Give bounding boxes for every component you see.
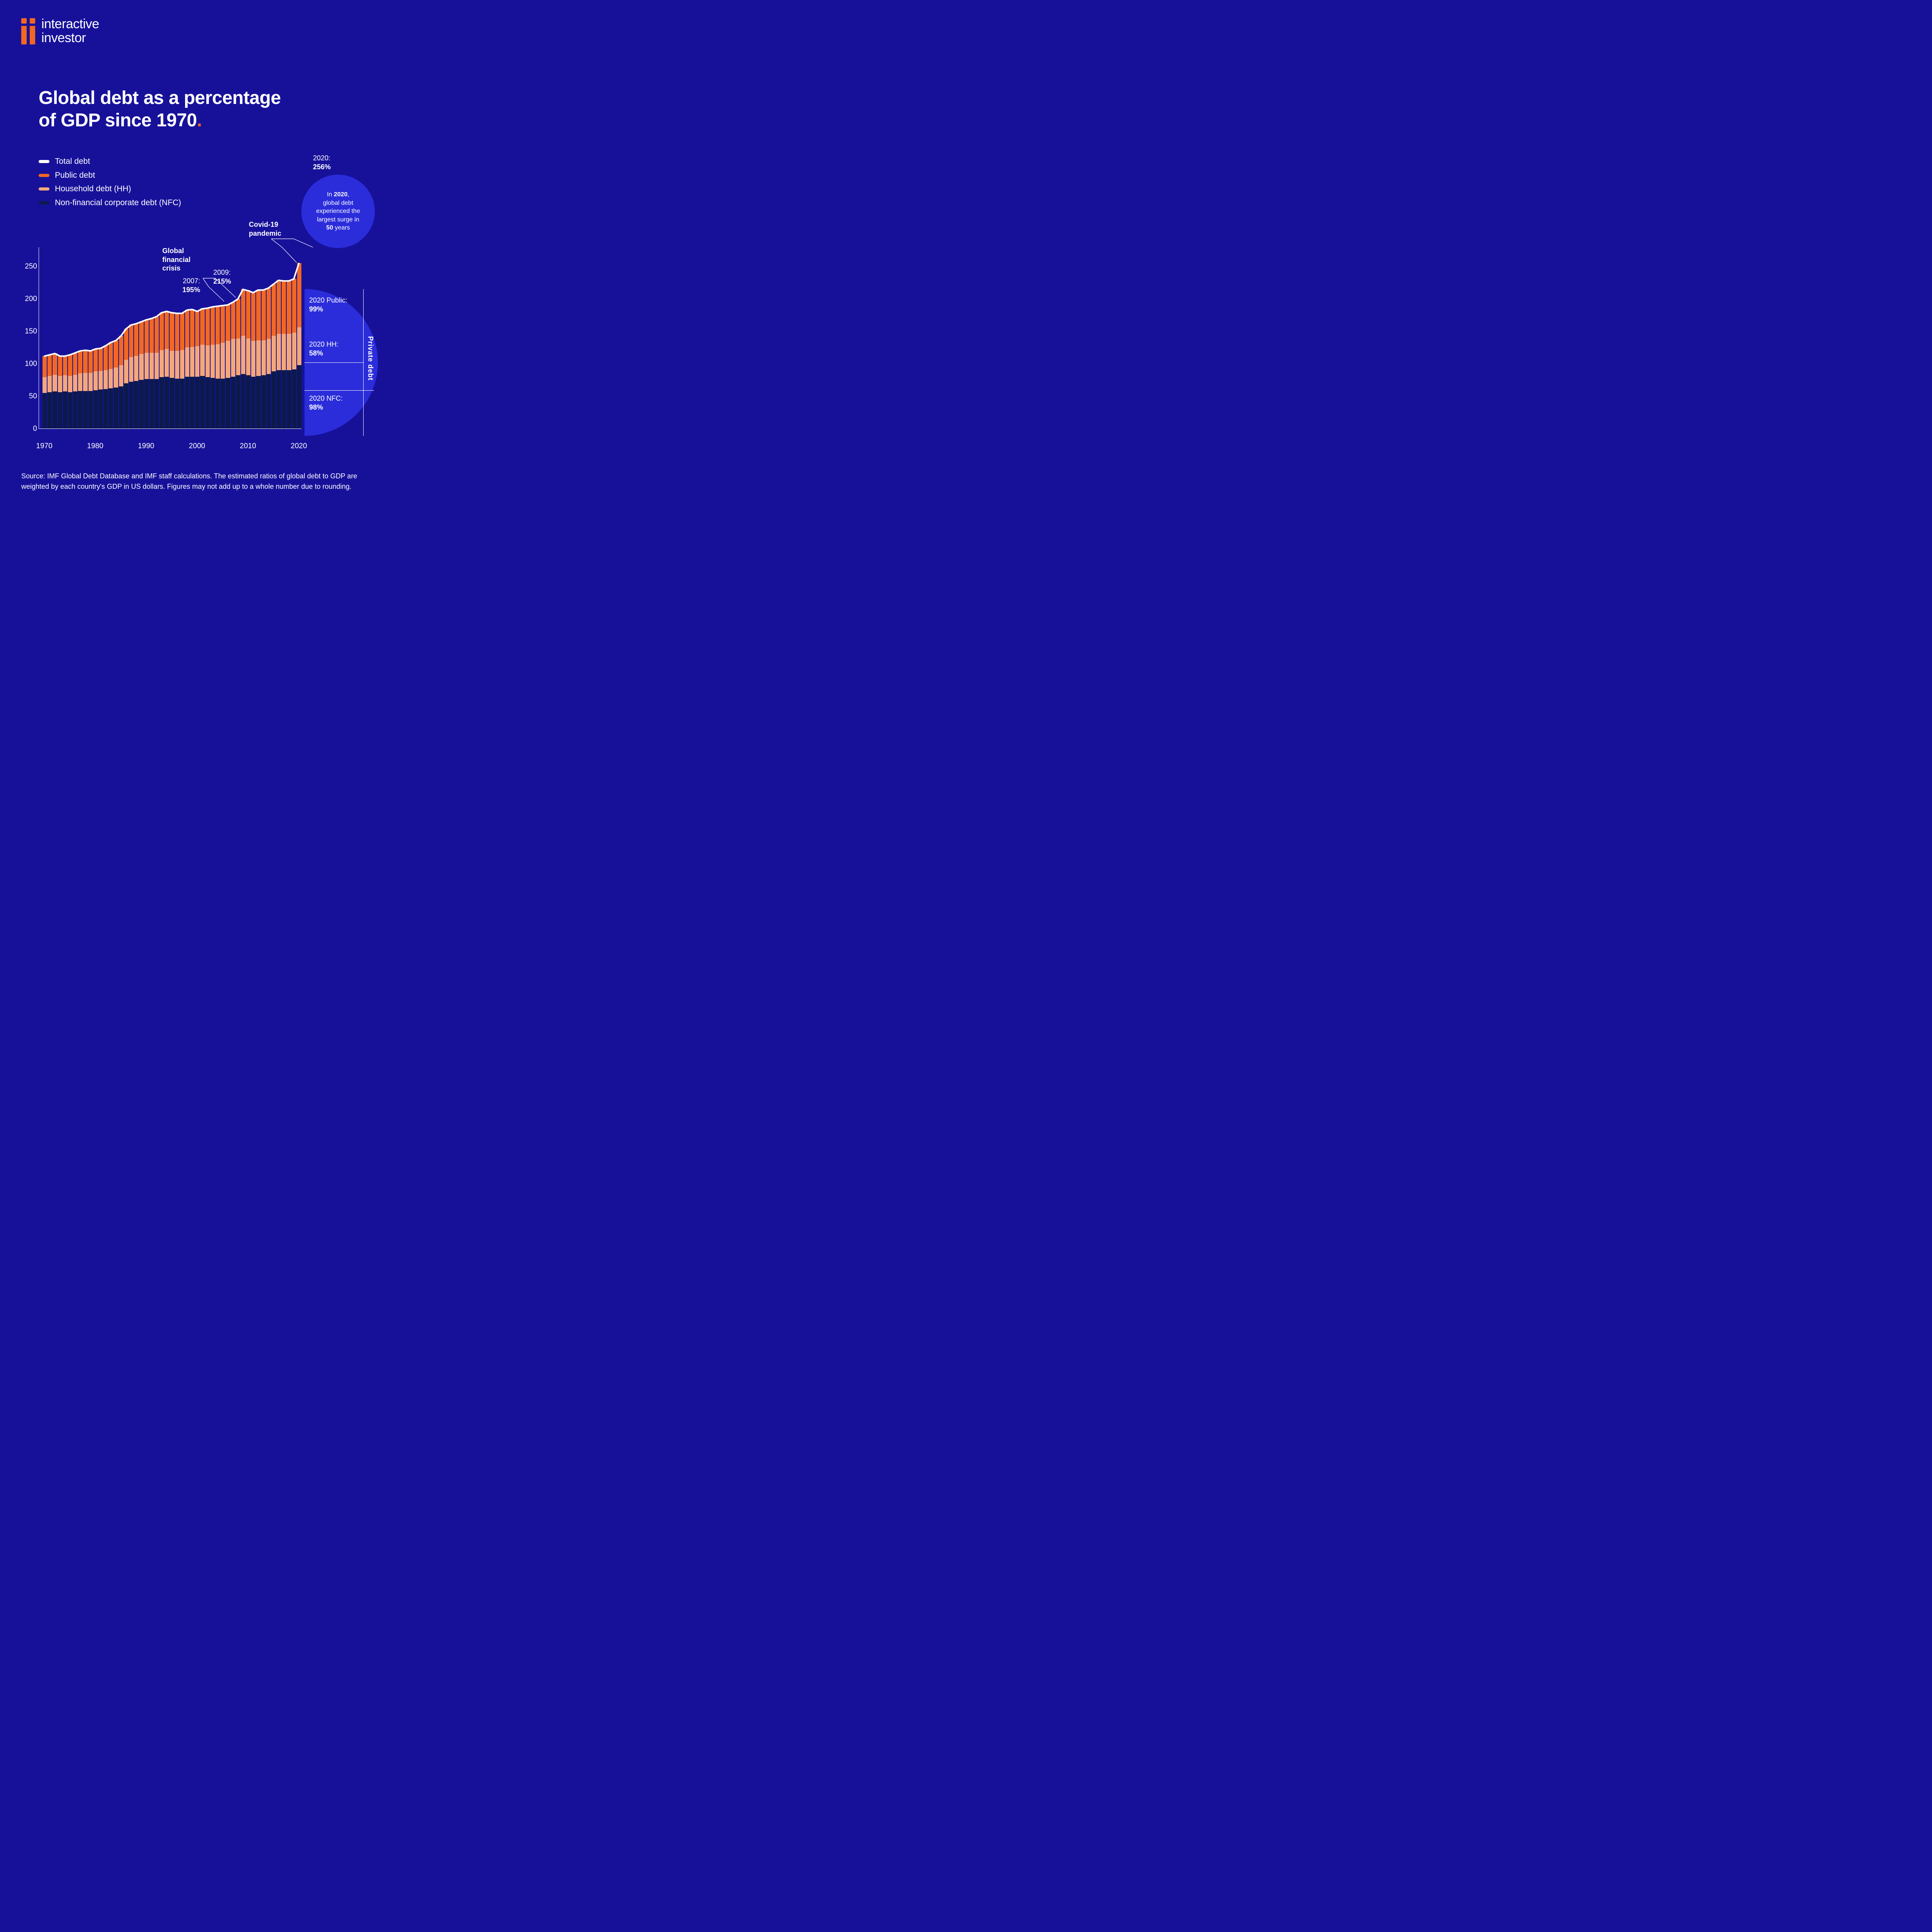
side-label-nfc: 2020 NFC:98% [309, 394, 343, 412]
legend-swatch [39, 201, 49, 204]
callout-text: In 2020,global debtexperienced thelarges… [316, 190, 360, 232]
legend-item: Public debt [39, 168, 181, 182]
legend-swatch [39, 160, 49, 163]
plot-area [39, 247, 301, 429]
legend-item: Household debt (HH) [39, 182, 181, 196]
brand-logo: interactive investor [21, 17, 99, 45]
legend-item: Total debt [39, 155, 181, 168]
total-debt-line [42, 247, 301, 429]
side-label-hh: 2020 HH:58% [309, 340, 338, 358]
annotation-2020-top: 2020:256% [313, 154, 331, 171]
legend-swatch [39, 187, 49, 190]
legend-swatch [39, 174, 49, 177]
chart-legend: Total debt Public debt Household debt (H… [39, 155, 181, 210]
y-axis: 050100150200250 [18, 247, 37, 429]
page-title: Global debt as a percentage of GDP since… [39, 87, 281, 131]
logo-icon [21, 18, 35, 44]
private-debt-hline [304, 390, 374, 391]
private-debt-label: Private debt [366, 336, 374, 381]
brand-name: interactive investor [41, 17, 99, 45]
private-debt-hline [304, 362, 363, 363]
source-text: Source: IMF Global Debt Database and IMF… [21, 471, 365, 492]
legend-item: Non-financial corporate debt (NFC) [39, 196, 181, 210]
side-label-public: 2020 Public:99% [309, 296, 347, 314]
debt-chart: 050100150200250 197019801990200020102020 [39, 247, 301, 429]
private-debt-divider [363, 289, 364, 436]
annotation-covid: Covid-19pandemic [249, 220, 281, 238]
callout-circle: In 2020,global debtexperienced thelarges… [301, 175, 375, 248]
